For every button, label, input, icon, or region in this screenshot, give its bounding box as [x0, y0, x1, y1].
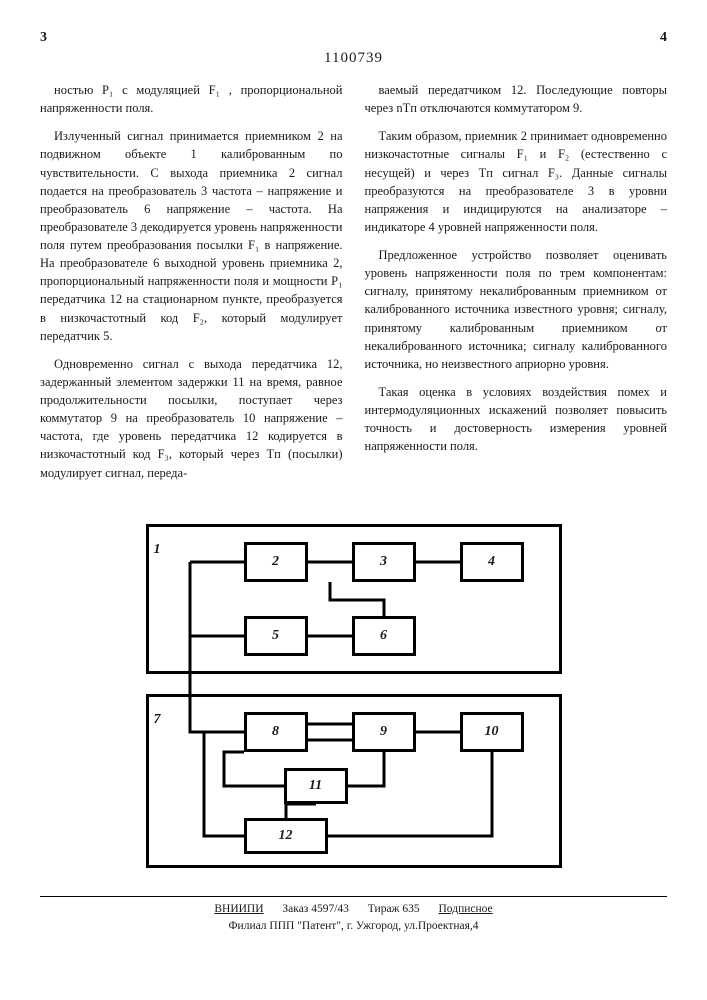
outer-label: 7	[154, 712, 161, 728]
column-left: ностью P₁ с модуляцией F₁ , пропорционал…	[40, 81, 343, 492]
block-5: 5	[244, 616, 308, 656]
block-8: 8	[244, 712, 308, 752]
footer-address: Филиал ППП "Патент", г. Ужгород, ул.Прое…	[40, 918, 667, 935]
footer-tirazh: Тираж 635	[368, 903, 420, 915]
block-diagram: 2 3 4 5 6 8 9 10 11 12 1 7	[134, 516, 574, 876]
para: Таким образом, приемник 2 принимает одно…	[365, 127, 668, 236]
block-12: 12	[244, 818, 328, 854]
column-right: ваемый передатчиком 12. Последующие повт…	[365, 81, 668, 492]
imprint-footer: ВНИИПИ Заказ 4597/43 Тираж 635 Подписное…	[40, 896, 667, 936]
para: ваемый передатчиком 12. Последующие повт…	[365, 81, 668, 117]
block-2: 2	[244, 542, 308, 582]
page-num-left: 3	[40, 30, 47, 46]
para: ностью P₁ с модуляцией F₁ , пропорционал…	[40, 81, 343, 117]
footer-sub: Подписное	[439, 903, 493, 915]
outer-label: 1	[154, 542, 161, 558]
para: Одновременно сигнал с выхода передатчика…	[40, 355, 343, 482]
block-4: 4	[460, 542, 524, 582]
footer-org: ВНИИПИ	[214, 903, 263, 915]
block-10: 10	[460, 712, 524, 752]
block-11: 11	[284, 768, 348, 804]
block-6: 6	[352, 616, 416, 656]
footer-order: Заказ 4597/43	[282, 903, 349, 915]
para: Предложенное устройство позволяет оценив…	[365, 246, 668, 373]
page-num-right: 4	[660, 30, 667, 46]
block-9: 9	[352, 712, 416, 752]
block-3: 3	[352, 542, 416, 582]
para: Такая оценка в условиях воздействия поме…	[365, 383, 668, 456]
para: Излученный сигнал принимается приемником…	[40, 127, 343, 345]
text-columns: ностью P₁ с модуляцией F₁ , пропорционал…	[40, 81, 667, 492]
doc-number: 1100739	[40, 50, 667, 67]
